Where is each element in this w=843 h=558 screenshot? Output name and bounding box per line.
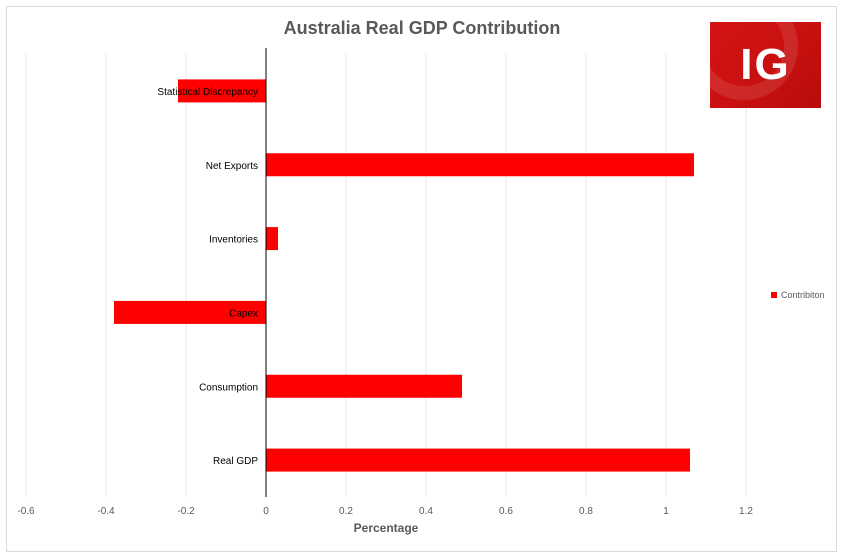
x-tick-label: 1 xyxy=(663,506,669,517)
x-tick-label: 0.8 xyxy=(579,506,593,517)
bars xyxy=(114,79,694,472)
x-tick-label: 0.4 xyxy=(419,506,433,517)
chart-title: Australia Real GDP Contribution xyxy=(284,18,561,38)
category-label: Net Exports xyxy=(206,161,258,172)
x-axis-label: Percentage xyxy=(354,521,419,535)
x-tick-label: -0.4 xyxy=(97,506,115,517)
legend: Contribiton xyxy=(771,290,825,300)
x-tick-labels: -0.6 -0.4 -0.2 0 0.2 0.4 0.6 0.8 1 1.2 xyxy=(17,506,753,517)
legend-swatch xyxy=(771,292,777,298)
category-labels: Statistical Discrepancy Net Exports Invent… xyxy=(157,87,258,467)
bar xyxy=(266,374,462,398)
category-label: Statistical Discrepancy xyxy=(157,87,258,98)
category-label: Consumption xyxy=(199,382,258,393)
x-tick-label: -0.2 xyxy=(177,506,195,517)
x-tick-label: 0 xyxy=(263,506,269,517)
category-label: Real GDP xyxy=(213,456,258,467)
bar xyxy=(114,300,266,324)
category-label: Capex xyxy=(229,308,258,319)
legend-label: Contribiton xyxy=(781,290,825,300)
bar xyxy=(266,227,278,251)
ig-logo-text: IG xyxy=(740,40,791,89)
x-tick-label: 0.2 xyxy=(339,506,353,517)
x-tick-label: 0.6 xyxy=(499,506,513,517)
x-tick-label: 1.2 xyxy=(739,506,753,517)
category-label: Inventories xyxy=(209,235,258,246)
bar xyxy=(178,79,266,103)
bar xyxy=(266,448,690,472)
bar xyxy=(266,153,694,177)
x-tick-label: -0.6 xyxy=(17,506,35,517)
gridlines xyxy=(25,54,747,497)
ig-logo: IG xyxy=(710,22,821,108)
